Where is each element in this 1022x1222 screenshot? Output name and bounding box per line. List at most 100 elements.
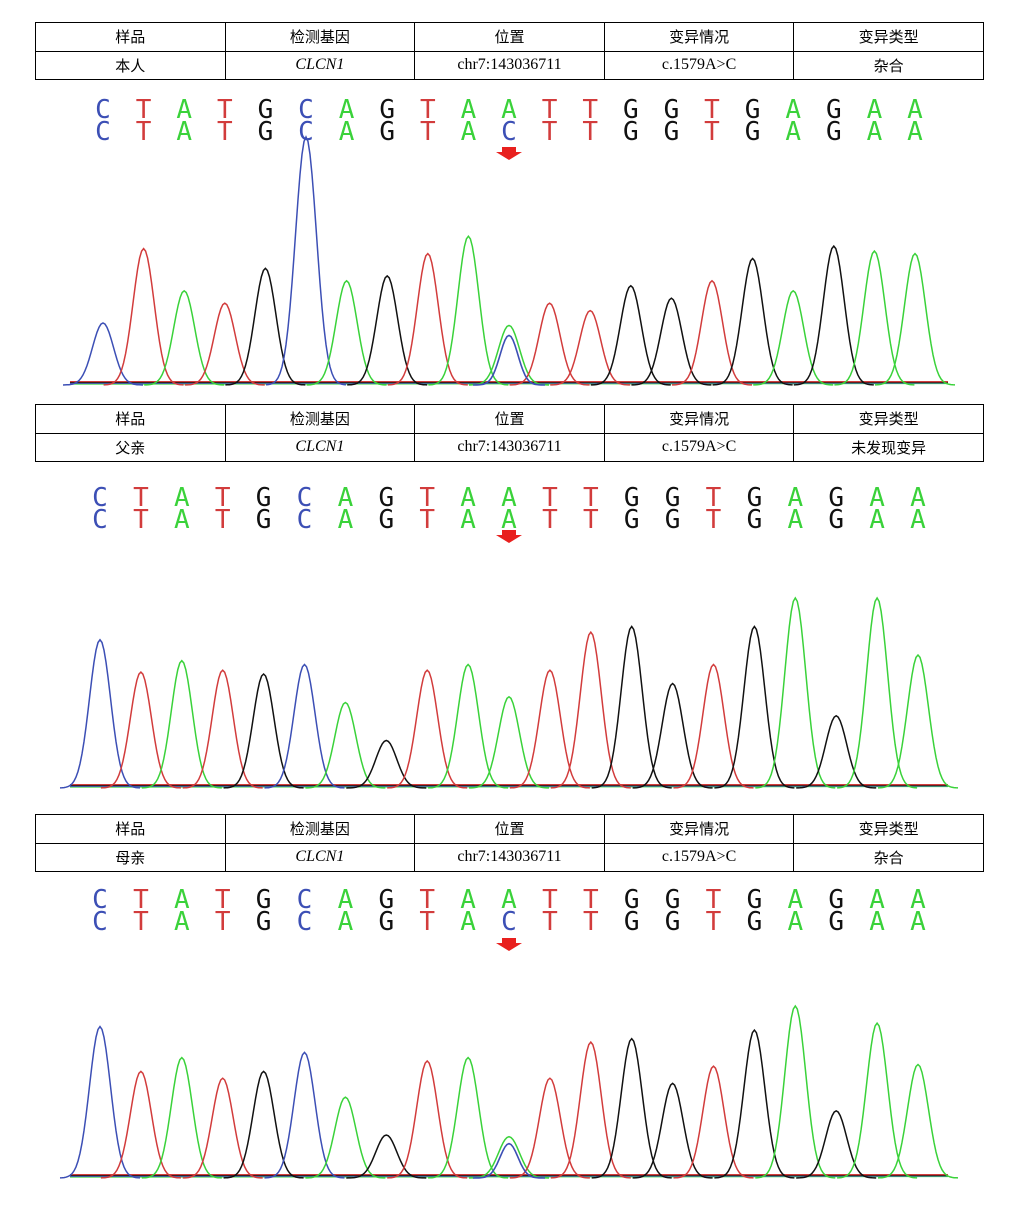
peak-T: [100, 1070, 181, 1179]
base-call-A: A: [787, 885, 803, 915]
peak-T: [103, 247, 184, 386]
base-call-A: A: [910, 483, 926, 513]
table-header-row: 样品 检测基因 位置 变异情况 变异类型: [35, 404, 984, 434]
peak-A: [877, 1063, 959, 1179]
base-call-G: G: [624, 483, 640, 513]
header-position: 位置: [414, 404, 605, 434]
variant-marker-icon: [496, 530, 522, 543]
header-sample: 样品: [35, 404, 226, 434]
base-call-G: G: [665, 885, 681, 915]
base-call-A: A: [460, 885, 476, 915]
peak-T: [509, 302, 590, 386]
base-call-T: T: [133, 907, 149, 937]
peak-T: [672, 279, 752, 386]
base-call-G: G: [256, 483, 272, 513]
peak-A: [834, 249, 915, 386]
peak-T: [673, 663, 754, 789]
base-call-A: A: [460, 483, 476, 513]
base-call-G: G: [747, 907, 763, 937]
table-row: 本人 CLCN1 chr7:143036711 c.1579A>C 杂合: [35, 50, 984, 80]
header-gene: 检测基因: [224, 404, 416, 434]
peak-group: [59, 596, 959, 789]
base-call-T: T: [542, 907, 558, 937]
base-call-A: A: [867, 117, 883, 147]
base-call-T: T: [542, 885, 558, 915]
base-call-A: A: [907, 95, 923, 125]
base-call-A: A: [460, 505, 476, 535]
base-call-G: G: [826, 117, 842, 147]
base-call-G: G: [378, 885, 394, 915]
base-call-G: G: [379, 95, 395, 125]
base-call-A: A: [339, 95, 355, 125]
peak-G: [591, 1037, 672, 1179]
base-call-G: G: [828, 885, 844, 915]
base-call-A: A: [501, 483, 517, 513]
base-call-C: C: [92, 907, 108, 937]
base-call-G: G: [665, 505, 681, 535]
peak-G: [225, 267, 306, 386]
base-call-G: G: [379, 117, 395, 147]
gene-cell: CLCN1: [224, 432, 416, 462]
base-call-G: G: [256, 885, 272, 915]
base-call-T: T: [583, 505, 599, 535]
peak-A: [306, 279, 387, 386]
peak-T: [550, 630, 631, 789]
base-call-A: A: [338, 885, 354, 915]
base-call-T: T: [582, 117, 598, 147]
base-call-A: A: [338, 483, 354, 513]
table-header-row: 样品 检测基因 位置 变异情况 变异类型: [35, 22, 984, 52]
base-call-A: A: [174, 505, 190, 535]
header-sample: 样品: [35, 814, 226, 844]
base-call-T: T: [583, 483, 599, 513]
header-sample: 样品: [35, 22, 226, 52]
peak-A: [837, 1021, 918, 1179]
base-call-G: G: [828, 505, 844, 535]
variant-type-cell: 杂合: [793, 842, 984, 872]
base-call-G: G: [623, 117, 639, 147]
peak-T: [550, 309, 631, 386]
peak-T: [387, 669, 468, 789]
base-call-T: T: [215, 907, 231, 937]
base-call-T: T: [133, 885, 149, 915]
peak-A: [877, 653, 959, 789]
result-table-mother: 样品 检测基因 位置 变异情况 变异类型 母亲 CLCN1 chr7:14303…: [35, 814, 984, 872]
header-variant-type: 变异类型: [793, 404, 984, 434]
base-call-A: A: [910, 885, 926, 915]
base-call-G: G: [828, 483, 844, 513]
base-call-G: G: [747, 885, 763, 915]
sample-cell: 父亲: [35, 432, 226, 462]
base-call-A: A: [174, 885, 190, 915]
peak-T: [509, 669, 590, 789]
peak-A: [874, 252, 956, 386]
base-call-T: T: [542, 505, 558, 535]
position-cell: chr7:143036711: [414, 842, 605, 872]
base-call-A: A: [787, 483, 803, 513]
base-call-C: C: [92, 885, 108, 915]
header-gene: 检测基因: [224, 22, 416, 52]
base-call-A: A: [910, 505, 926, 535]
base-call-G: G: [623, 95, 639, 125]
peak-G: [714, 1028, 795, 1179]
peak-G: [796, 714, 877, 789]
header-variant: 变异情况: [603, 22, 795, 52]
peak-A: [468, 1135, 550, 1179]
result-table-proband: 样品 检测基因 位置 变异情况 变异类型 本人 CLCN1 chr7:14303…: [35, 22, 984, 80]
variant-type-cell: 杂合: [793, 50, 984, 80]
peak-T: [509, 1077, 590, 1179]
base-call-G: G: [378, 907, 394, 937]
base-calls: C T A T G C A G T A A T T G G T G A G A AC T A T G C A G T A C T T G G T G A G…: [95, 95, 923, 147]
base-call-C: C: [297, 907, 313, 937]
base-call-T: T: [419, 483, 435, 513]
secondary-peak-C: [473, 334, 545, 386]
peak-T: [550, 1040, 631, 1179]
variant-cell: c.1579A>C: [603, 432, 795, 462]
base-call-A: A: [338, 505, 354, 535]
peak-T: [387, 252, 468, 386]
base-call-T: T: [542, 117, 558, 147]
peak-C: [264, 1051, 345, 1179]
base-call-G: G: [258, 95, 274, 125]
base-call-T: T: [420, 95, 436, 125]
base-call-A: A: [174, 483, 190, 513]
base-call-T: T: [136, 117, 152, 147]
peak-G: [223, 1070, 304, 1179]
